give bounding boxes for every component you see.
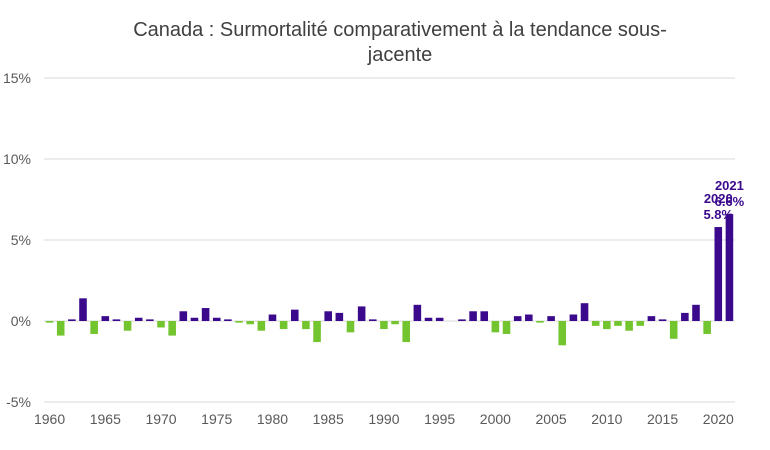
bar-1979	[257, 321, 266, 331]
bar-2017	[681, 312, 689, 321]
bar-1971	[168, 321, 176, 336]
annotation-year-2020: 2020	[704, 191, 733, 206]
bar-1966	[112, 319, 121, 321]
bar-1983	[302, 321, 310, 330]
x-tick-label: 1975	[201, 411, 232, 427]
bar-2012	[625, 321, 633, 331]
bar-1985	[324, 311, 332, 321]
y-tick-label: 5%	[11, 232, 31, 248]
bar-1970	[157, 321, 165, 328]
x-tick-label: 2000	[480, 411, 511, 427]
bar-2014	[647, 316, 656, 321]
bar-1989	[368, 319, 377, 321]
bar-1974	[201, 308, 210, 321]
bar-1999	[480, 311, 489, 321]
bar-1980	[268, 314, 277, 321]
bar-2007	[569, 314, 578, 321]
x-tick-label: 2015	[647, 411, 678, 427]
y-tick-label: -5%	[6, 394, 31, 410]
x-tick-label: 2005	[536, 411, 567, 427]
bar-1963	[79, 298, 87, 321]
x-tick-label: 1965	[90, 411, 121, 427]
bar-2011	[614, 321, 622, 326]
bar-1991	[391, 321, 399, 325]
x-tick-label: 1980	[257, 411, 288, 427]
bar-1982	[290, 309, 299, 321]
bar-2003	[525, 314, 533, 321]
bar-1968	[134, 317, 143, 321]
y-tick-label: 10%	[3, 151, 31, 167]
bar-1960	[45, 321, 54, 323]
x-tick-label: 2010	[591, 411, 622, 427]
bar-1997	[458, 319, 466, 321]
bar-2002	[513, 316, 522, 321]
bar-2021	[725, 214, 734, 321]
bar-1972	[179, 311, 188, 321]
bar-2016	[669, 321, 678, 339]
annotation-value-2021: 6.6%	[715, 194, 745, 209]
bar-1969	[146, 319, 154, 321]
bar-2008	[580, 303, 589, 321]
x-tick-label: 1970	[145, 411, 176, 427]
x-tick-label: 1960	[34, 411, 65, 427]
x-tick-label: 1985	[313, 411, 344, 427]
bar-2018	[692, 304, 700, 321]
bar-1995	[435, 317, 444, 321]
bar-2020	[714, 227, 723, 321]
bar-2005	[547, 316, 555, 321]
bar-1984	[313, 321, 321, 343]
bar-2010	[603, 321, 611, 330]
bar-1976	[224, 319, 232, 321]
bar-1965	[101, 316, 110, 321]
x-tick-label: 2020	[703, 411, 734, 427]
bar-1981	[279, 321, 288, 330]
bar-1998	[469, 311, 477, 321]
bar-1988	[357, 306, 366, 321]
chart-title: Canada : Surmortalité comparativement à …	[133, 19, 667, 66]
bar-2000	[491, 321, 500, 333]
bar-1992	[402, 321, 411, 343]
bar-2004	[536, 321, 544, 323]
bar-1973	[190, 317, 199, 321]
bar-1987	[346, 321, 355, 333]
bar-1964	[90, 321, 98, 334]
bar-2015	[658, 319, 667, 321]
x-tick-label: 1995	[424, 411, 455, 427]
bar-2001	[502, 321, 511, 334]
annotation-value-2020: 5.8%	[703, 207, 733, 222]
bar-2009	[591, 321, 600, 326]
bar-1990	[380, 321, 388, 330]
annotation-year-2021: 2021	[715, 178, 744, 193]
bar-2013	[636, 321, 645, 326]
bar-2019	[703, 321, 711, 334]
bar-1986	[335, 312, 344, 321]
x-tick-label: 1990	[368, 411, 399, 427]
bar-1967	[123, 321, 132, 331]
bar-1962	[68, 319, 76, 321]
bar-1994	[424, 317, 433, 321]
bar-1993	[413, 304, 422, 321]
bar-1961	[56, 321, 65, 336]
bar-1975	[212, 317, 221, 321]
bar-2006	[558, 321, 567, 346]
bar-1977	[235, 321, 243, 323]
y-tick-label: 0%	[11, 313, 31, 329]
bar-1978	[246, 321, 254, 325]
y-tick-label: 15%	[3, 70, 31, 86]
